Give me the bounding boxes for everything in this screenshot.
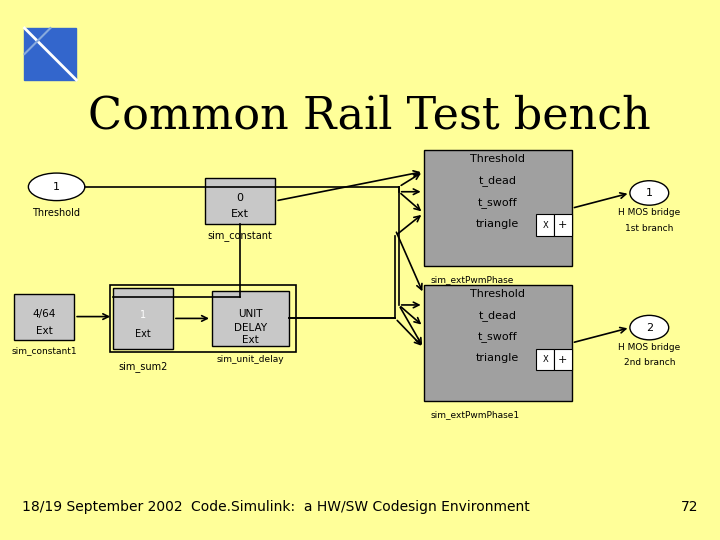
Text: +: + <box>558 355 567 365</box>
Text: t_dead: t_dead <box>479 176 516 186</box>
FancyBboxPatch shape <box>423 150 572 266</box>
Text: 18/19 September 2002: 18/19 September 2002 <box>22 501 182 514</box>
Text: t_dead: t_dead <box>479 310 516 321</box>
Text: 1: 1 <box>53 182 60 192</box>
Text: 1st branch: 1st branch <box>625 224 673 233</box>
Text: sim_unit_delay: sim_unit_delay <box>217 355 284 364</box>
Text: sim_sum2: sim_sum2 <box>118 361 168 372</box>
Text: 1: 1 <box>646 188 653 198</box>
FancyBboxPatch shape <box>204 178 275 224</box>
Text: 1: 1 <box>140 310 146 320</box>
Text: 72: 72 <box>681 501 698 514</box>
FancyBboxPatch shape <box>536 349 554 370</box>
Ellipse shape <box>630 181 669 205</box>
Text: X: X <box>542 221 548 230</box>
Text: sim_constant: sim_constant <box>207 230 272 241</box>
Text: DELAY: DELAY <box>234 322 267 333</box>
Text: Ext: Ext <box>135 329 151 339</box>
Text: t_swoff: t_swoff <box>478 332 518 342</box>
Text: 4/64: 4/64 <box>32 309 56 319</box>
FancyBboxPatch shape <box>536 214 554 236</box>
Text: Ext: Ext <box>242 335 259 345</box>
Text: Threshold: Threshold <box>470 289 525 299</box>
Text: UNIT: UNIT <box>238 309 263 319</box>
Text: 2: 2 <box>646 322 653 333</box>
Text: H MOS bridge: H MOS bridge <box>618 208 680 217</box>
FancyBboxPatch shape <box>423 285 572 401</box>
Text: Ext: Ext <box>231 210 249 219</box>
Ellipse shape <box>28 173 85 201</box>
Text: sim_constant1: sim_constant1 <box>12 346 77 355</box>
Text: Threshold: Threshold <box>470 154 525 164</box>
Text: Ext: Ext <box>36 326 53 336</box>
Ellipse shape <box>630 315 669 340</box>
Text: t_swoff: t_swoff <box>478 197 518 207</box>
Text: H MOS bridge: H MOS bridge <box>618 343 680 352</box>
FancyBboxPatch shape <box>14 294 74 340</box>
Text: X: X <box>542 355 548 364</box>
Text: sim_extPwmPhase: sim_extPwmPhase <box>431 275 514 285</box>
Text: 2nd branch: 2nd branch <box>624 358 675 367</box>
FancyBboxPatch shape <box>554 349 572 370</box>
FancyBboxPatch shape <box>212 291 289 346</box>
Polygon shape <box>24 28 76 80</box>
Text: triangle: triangle <box>476 219 519 228</box>
Text: Common Rail Test bench: Common Rail Test bench <box>88 94 650 137</box>
Text: Code.Simulink:  a HW/SW Codesign Environment: Code.Simulink: a HW/SW Codesign Environm… <box>191 501 529 514</box>
Text: Threshold: Threshold <box>32 208 80 218</box>
Text: triangle: triangle <box>476 353 519 363</box>
Text: +: + <box>558 220 567 230</box>
Text: sim_extPwmPhase1: sim_extPwmPhase1 <box>431 410 520 419</box>
FancyBboxPatch shape <box>554 214 572 236</box>
FancyBboxPatch shape <box>113 288 173 349</box>
Text: 0: 0 <box>237 193 243 203</box>
